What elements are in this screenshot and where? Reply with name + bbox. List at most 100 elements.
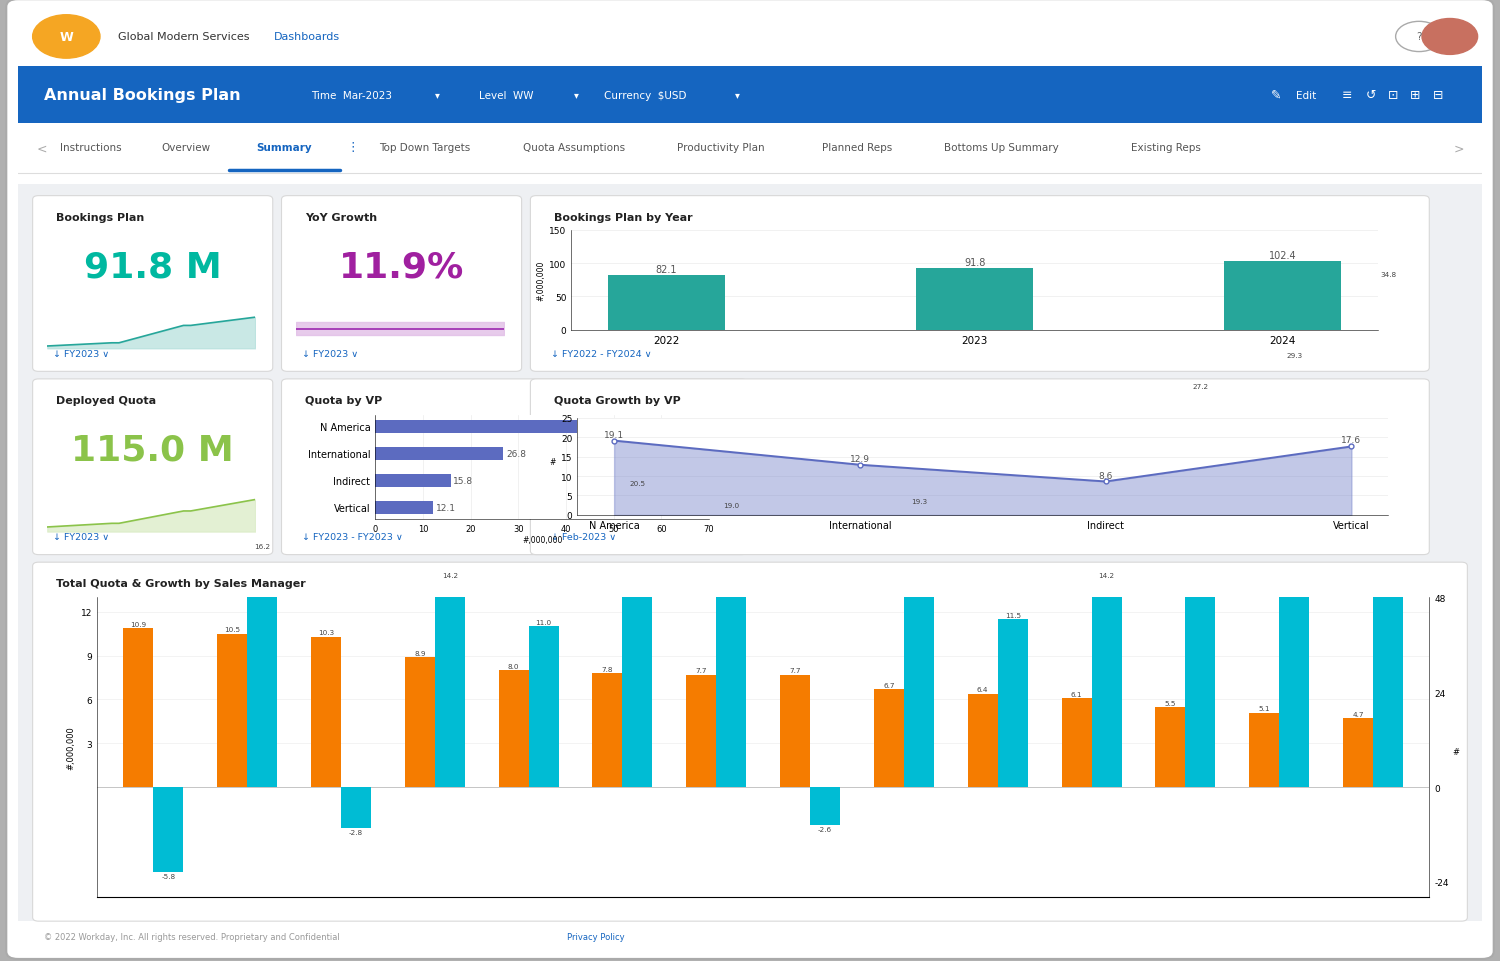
Text: 82.1: 82.1 (656, 264, 678, 275)
Text: 19.1: 19.1 (604, 431, 624, 439)
Text: Bookings Plan by Year: Bookings Plan by Year (554, 212, 693, 222)
Text: 27.2: 27.2 (1192, 383, 1209, 389)
Bar (1280, 359, 1310, 787)
Text: 14.2: 14.2 (442, 573, 458, 579)
Bar (375, 475, 450, 487)
Text: Level  WW: Level WW (478, 90, 534, 101)
Bar (375, 420, 663, 433)
Text: Total Quota & Growth by Sales Manager: Total Quota & Growth by Sales Manager (56, 579, 306, 589)
Bar (1155, 707, 1185, 787)
Bar (153, 787, 183, 872)
Text: -2.6: -2.6 (818, 826, 833, 832)
Text: ↓ FY2023 - FY2023 ∨: ↓ FY2023 - FY2023 ∨ (302, 532, 404, 542)
Text: ↓ Feb-2023 ∨: ↓ Feb-2023 ∨ (550, 532, 616, 542)
Text: ⋮: ⋮ (346, 141, 358, 155)
Bar (1092, 580, 1122, 787)
Text: 11.0: 11.0 (536, 620, 552, 626)
Text: ↓ FY2023 ∨: ↓ FY2023 ∨ (302, 350, 358, 358)
Text: Overview: Overview (162, 143, 211, 153)
Bar (435, 580, 465, 787)
Bar (405, 657, 435, 787)
FancyBboxPatch shape (33, 196, 273, 372)
FancyBboxPatch shape (33, 380, 273, 555)
FancyBboxPatch shape (531, 196, 1430, 372)
Text: ⊞: ⊞ (1410, 89, 1420, 102)
Text: 5.5: 5.5 (1164, 700, 1176, 705)
Text: Annual Bookings Plan: Annual Bookings Plan (45, 88, 242, 103)
Text: 34.8: 34.8 (1380, 272, 1396, 279)
Bar (18, 185, 1482, 922)
Text: 7.7: 7.7 (696, 668, 706, 674)
Text: Instructions: Instructions (60, 143, 122, 153)
Text: Time  Mar-2023: Time Mar-2023 (310, 90, 392, 101)
Bar (18, 67, 1482, 124)
FancyBboxPatch shape (282, 196, 522, 372)
Text: 15.8: 15.8 (453, 477, 474, 485)
Text: Quota Assumptions: Quota Assumptions (524, 143, 626, 153)
Text: 8.9: 8.9 (414, 651, 426, 656)
Text: 5.1: 5.1 (1258, 705, 1270, 711)
Bar (18, 8, 1482, 67)
Bar (968, 694, 998, 787)
Text: 91.8: 91.8 (964, 259, 986, 268)
Bar (622, 488, 652, 787)
Text: 29.3: 29.3 (1286, 353, 1302, 358)
Text: 16.2: 16.2 (254, 544, 270, 550)
Text: Summary: Summary (256, 143, 312, 153)
Text: 12.1: 12.1 (436, 504, 456, 512)
Text: 8.0: 8.0 (509, 663, 519, 669)
Text: 115.0 M: 115.0 M (72, 433, 234, 467)
Bar (686, 675, 717, 787)
Text: Privacy Policy: Privacy Policy (567, 932, 624, 941)
Text: Bookings Plan: Bookings Plan (56, 212, 144, 222)
Text: Existing Reps: Existing Reps (1131, 143, 1200, 153)
Text: 20.5: 20.5 (630, 480, 645, 487)
Text: Top Down Targets: Top Down Targets (380, 143, 471, 153)
Bar (1372, 280, 1402, 787)
Text: ↓ FY2022 - FY2024 ∨: ↓ FY2022 - FY2024 ∨ (550, 350, 651, 358)
Bar (998, 620, 1028, 787)
Bar (874, 689, 904, 787)
Bar (217, 634, 248, 787)
Text: 8.6: 8.6 (1098, 471, 1113, 480)
Text: 26.8: 26.8 (506, 449, 526, 458)
Bar (375, 502, 434, 514)
Text: 10.9: 10.9 (130, 621, 147, 627)
Text: ✎: ✎ (1270, 89, 1281, 102)
Bar (498, 671, 528, 787)
Text: Bottoms Up Summary: Bottoms Up Summary (945, 143, 1059, 153)
Bar (592, 674, 622, 787)
Text: 10.3: 10.3 (318, 629, 334, 636)
Y-axis label: #: # (1452, 747, 1460, 756)
Text: Quota by VP: Quota by VP (304, 396, 382, 406)
Text: 91.8 M: 91.8 M (84, 251, 222, 284)
Text: 102.4: 102.4 (1269, 251, 1296, 261)
Text: ≡: ≡ (1342, 89, 1353, 102)
Bar (780, 675, 810, 787)
Bar (375, 447, 502, 460)
Text: Global Modern Services: Global Modern Services (117, 33, 249, 42)
Text: ▾: ▾ (435, 90, 439, 101)
Text: -2.8: -2.8 (350, 829, 363, 835)
FancyBboxPatch shape (531, 380, 1430, 555)
Bar (1250, 713, 1280, 787)
Text: Productivity Plan: Productivity Plan (676, 143, 765, 153)
Text: 60.3: 60.3 (666, 422, 686, 431)
Bar (123, 628, 153, 787)
Bar (1342, 719, 1372, 787)
Text: ↓ FY2023 ∨: ↓ FY2023 ∨ (53, 532, 110, 542)
Text: ?: ? (1416, 33, 1422, 42)
Bar (608, 276, 724, 331)
Text: 17.6: 17.6 (1341, 436, 1362, 445)
Bar (528, 627, 558, 787)
Text: ▾: ▾ (574, 90, 579, 101)
FancyBboxPatch shape (6, 0, 1494, 959)
Circle shape (33, 15, 101, 60)
Text: 6.1: 6.1 (1071, 691, 1083, 697)
Y-axis label: #,000,000: #,000,000 (66, 726, 75, 769)
Y-axis label: #,000,000: #,000,000 (536, 260, 544, 301)
Text: Planned Reps: Planned Reps (822, 143, 892, 153)
Text: ↺: ↺ (1365, 89, 1376, 102)
Text: 12.9: 12.9 (850, 455, 870, 463)
Text: 6.7: 6.7 (884, 682, 894, 688)
